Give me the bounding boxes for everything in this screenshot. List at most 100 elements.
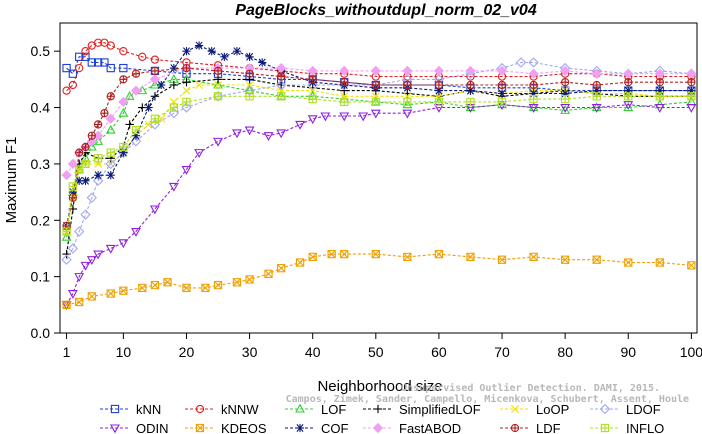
data-point-ldf-15 [308, 75, 317, 84]
legend-item-kdeos: KDEOS [185, 421, 267, 434]
data-point-lof-7 [118, 107, 129, 117]
data-point-odin-9 [149, 205, 160, 215]
data-point-odin-11 [181, 165, 192, 175]
data-point-odin-22 [358, 112, 369, 122]
data-point-lof-24 [560, 105, 571, 114]
data-point-fastabod-0 [61, 170, 72, 181]
legend-marker-odin [110, 424, 120, 434]
data-point-odin-18 [295, 120, 306, 130]
data-point-knnw-10 [150, 55, 160, 64]
data-point-inflo-19 [466, 97, 475, 107]
data-point-kdeos-25 [561, 255, 570, 264]
x-tick-label-9: 90 [620, 344, 636, 360]
data-point-odin-12 [194, 149, 205, 158]
y-axis-ticks: 0.0 0.1 0.2 0.3 0.4 0.5 [31, 43, 60, 341]
y-tick-label-1: 0.1 [31, 269, 51, 285]
data-point-inflo-4 [93, 154, 103, 163]
data-point-ldf-16 [340, 78, 349, 87]
data-point-odin-31 [623, 101, 634, 111]
data-point-inflo-2 [75, 165, 84, 174]
data-point-fastabod-22 [560, 65, 571, 77]
data-point-ldf-18 [403, 80, 412, 90]
data-point-fastabod-9 [149, 74, 161, 85]
data-point-odin-28 [528, 103, 539, 113]
data-point-fastabod-23 [591, 68, 602, 79]
series-line-odin [66, 104, 692, 306]
data-point-lof-26 [623, 102, 634, 112]
data-point-kdeos-29 [687, 261, 696, 270]
data-point-inflo-25 [655, 92, 664, 101]
data-point-simplifiedlof-10 [169, 80, 179, 90]
data-point-inflo-22 [561, 94, 570, 104]
data-point-cof-8 [144, 103, 153, 112]
legend-label-odin: ODIN [136, 421, 169, 434]
data-point-kdeos-13 [264, 269, 273, 278]
legend-label-cof: COF [321, 421, 349, 434]
legend-item-ldof: LDOF [590, 402, 661, 417]
data-point-ldf-3 [81, 142, 90, 152]
data-point-ldf-5 [93, 120, 103, 129]
legend-item-cof: COF [285, 421, 349, 434]
legend-item-simplifiedlof: SimplifiedLOF [363, 402, 481, 417]
data-point-knnw-3 [81, 47, 90, 56]
data-point-ldf-22 [529, 80, 538, 90]
data-point-inflo-20 [497, 97, 507, 107]
data-point-fastabod-20 [496, 65, 508, 77]
data-point-loop-13 [214, 81, 223, 89]
data-point-knnw-5 [93, 38, 103, 47]
data-point-inflo-26 [687, 92, 696, 101]
y-tick-label-2: 0.2 [31, 212, 51, 228]
legend-item-lof: LOF [285, 402, 346, 417]
x-tick-label-7: 70 [494, 344, 510, 360]
data-point-knn-0 [62, 63, 71, 73]
data-point-loop-12 [195, 81, 204, 89]
data-point-ldf-6 [100, 109, 109, 118]
data-point-odin-4 [86, 256, 97, 266]
data-point-ldf-7 [106, 92, 115, 101]
data-point-kdeos-18 [340, 249, 349, 259]
data-point-ldf-24 [592, 80, 601, 90]
data-point-inflo-17 [403, 97, 412, 107]
data-point-ldf-13 [245, 69, 254, 78]
data-point-loop-14 [245, 81, 254, 89]
legend-label-ldof: LDOF [626, 402, 661, 417]
data-point-ldf-27 [687, 78, 696, 87]
data-point-ldof-22 [515, 57, 527, 68]
data-point-lof-8 [124, 90, 135, 100]
data-point-inflo-15 [340, 97, 349, 107]
legend-item-fastabod: FastABOD [363, 421, 461, 434]
data-point-odin-8 [131, 227, 141, 237]
data-point-inflo-21 [529, 94, 538, 104]
data-point-lof-23 [528, 102, 539, 112]
series-inflo [62, 92, 696, 236]
legend-label-knnw: kNNW [221, 402, 259, 417]
data-point-kdeos-21 [434, 249, 444, 259]
legend-marker-inflo [600, 423, 610, 433]
data-point-ldf-11 [182, 63, 191, 73]
x-tick-label-2: 20 [179, 344, 195, 360]
legend-marker-loop [511, 405, 519, 413]
data-point-ldof-5 [92, 175, 104, 186]
data-point-cof-25 [497, 89, 507, 98]
legend-marker-ldof [599, 403, 611, 415]
data-point-knn-3 [81, 52, 90, 61]
chart-title: PageBlocks_withoutdupl_norm_02_v04 [235, 2, 537, 19]
data-point-cof-4 [94, 171, 103, 180]
legend-item-odin: ODIN [100, 421, 169, 434]
data-point-kdeos-0 [62, 300, 71, 309]
data-point-kdeos-24 [529, 252, 538, 262]
series-line-ldf [66, 67, 692, 227]
data-point-lof-10 [149, 79, 160, 89]
data-point-loop-11 [182, 86, 191, 95]
data-point-knn-1 [68, 69, 78, 78]
data-point-ldf-23 [561, 78, 570, 87]
series-line-kdeos [66, 253, 692, 306]
data-point-simplifiedlof-12 [213, 75, 223, 84]
data-point-cof-5 [106, 171, 115, 180]
data-point-ldof-9 [149, 119, 161, 130]
data-point-odin-7 [118, 239, 129, 249]
data-point-inflo-7 [131, 125, 141, 135]
legend-label-fastabod: FastABOD [399, 421, 461, 434]
data-point-cof-17 [258, 58, 267, 67]
